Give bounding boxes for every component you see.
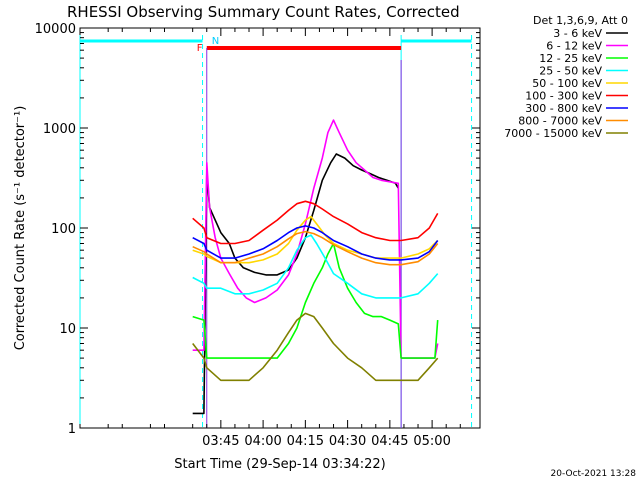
series-line-7 <box>192 230 439 266</box>
plot-frame <box>79 27 481 429</box>
y-tick-label: 1000 <box>43 122 76 137</box>
x-tick-label: 03:45 <box>202 434 239 449</box>
x-tick-label: 04:45 <box>371 434 408 449</box>
legend-label-8: 7000 - 15000 keV <box>504 127 602 140</box>
x-axis-label: Start Time (29-Sep-14 03:34:22) <box>174 457 385 472</box>
y-tick-label: 10000 <box>35 22 76 37</box>
plot-area: FN 1 10 100 1000 10000 03:45 04:00 04:15 04:30 0… <box>35 22 481 449</box>
legend-label-4: 50 - 100 keV <box>532 77 602 90</box>
x-tick-label: 04:30 <box>329 434 366 449</box>
series-line-1 <box>192 119 439 359</box>
y-tick-label: 100 <box>51 222 76 237</box>
legend-label-5: 100 - 300 keV <box>525 90 602 103</box>
series-line-5 <box>192 200 439 245</box>
y-axis-label: Corrected Count Rate (s⁻¹ detector⁻¹) <box>13 106 28 351</box>
timestamp: 20-Oct-2021 13:28 <box>551 469 637 479</box>
legend-label-6: 300 - 800 keV <box>525 102 602 115</box>
series-line-2 <box>192 242 439 359</box>
flare-flag-label: F <box>197 43 203 54</box>
legend-label-2: 12 - 25 keV <box>539 52 602 65</box>
series-line-8 <box>192 312 439 382</box>
legend-header: Det 1,3,6,9, Att 0 <box>533 14 628 27</box>
legend-label-1: 6 - 12 keV <box>546 40 602 53</box>
x-tick-label: 04:15 <box>287 434 324 449</box>
series-line-3 <box>192 234 439 299</box>
night-flag-label: N <box>212 36 219 47</box>
x-tick-label: 04:00 <box>244 434 281 449</box>
y-tick-label: 10 <box>59 322 76 337</box>
y-tick-label: 1 <box>68 422 76 437</box>
series-line-0 <box>192 153 399 415</box>
chart-title: RHESSI Observing Summary Count Rates, Co… <box>67 3 460 21</box>
legend-label-7: 800 - 7000 keV <box>518 115 602 128</box>
x-tick-label: 05:00 <box>413 434 450 449</box>
series-line-6 <box>192 225 439 261</box>
legend-label-0: 3 - 6 keV <box>553 27 602 40</box>
legend-label-3: 25 - 50 keV <box>539 65 602 78</box>
